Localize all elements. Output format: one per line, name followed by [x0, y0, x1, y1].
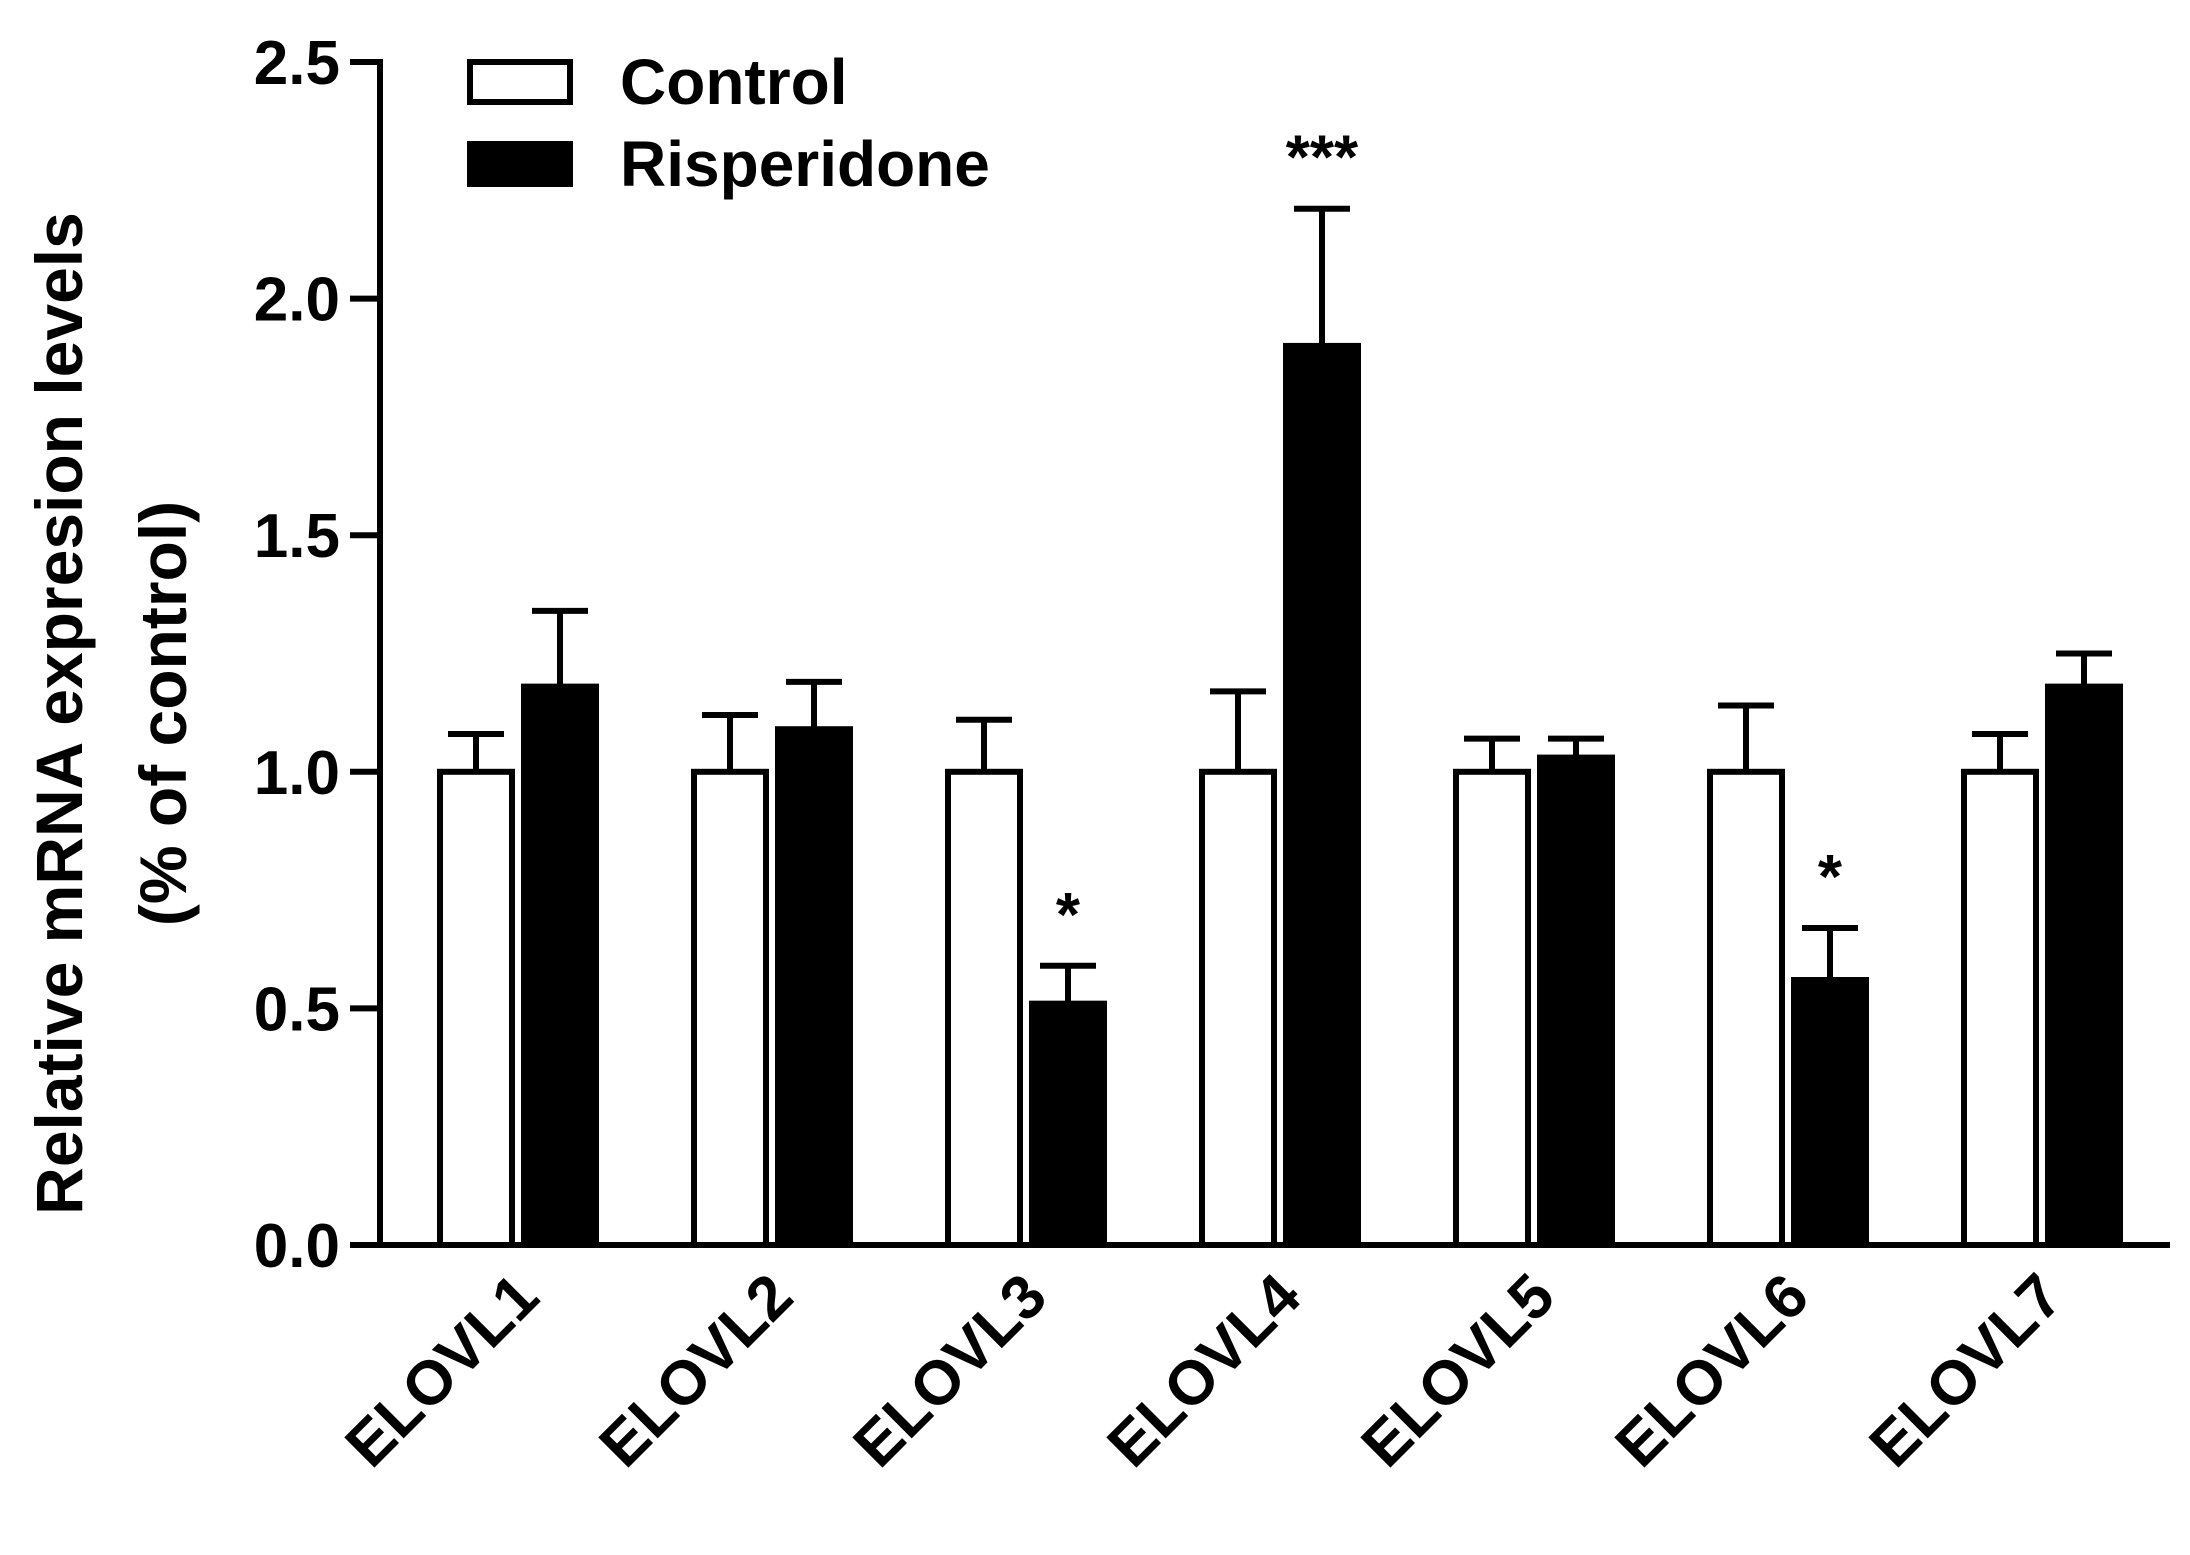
y-tick-label: 1.0 [254, 739, 340, 808]
y-axis-label-line: (% of control) [126, 501, 200, 926]
bar-control-elovl2 [691, 768, 769, 1248]
significance-marker: * [1818, 843, 1843, 912]
legend-label-risperidone: Risperidone [620, 128, 990, 200]
bar-control-elovl7 [1961, 768, 2039, 1248]
y-tick-label: 0.0 [254, 1212, 340, 1281]
bar-control-elovl4 [1199, 768, 1277, 1248]
bar-risperidone-elovl1 [521, 683, 599, 1248]
y-axis-label-line: Relative mRNA expresion levels [22, 212, 96, 1215]
x-category-label: ELOVL4 [1095, 1261, 1315, 1481]
bars: ***** [437, 124, 2123, 1249]
bar-risperidone-elovl5 [1537, 754, 1615, 1248]
x-category-label: ELOVL2 [587, 1261, 806, 1480]
x-category-label: ELOVL3 [841, 1261, 1060, 1480]
legend-label-control: Control [620, 46, 848, 118]
bar-control-elovl3 [945, 768, 1023, 1248]
y-tick-label: 2.5 [254, 29, 340, 98]
x-category-label: ELOVL6 [1603, 1261, 1822, 1480]
bar-risperidone-elovl7 [2045, 683, 2123, 1248]
bar-risperidone-elovl6 [1791, 977, 1869, 1248]
x-category-label: ELOVL7 [1857, 1261, 2076, 1480]
bar-risperidone-elovl2 [775, 726, 853, 1248]
bar-risperidone-elovl4 [1283, 342, 1361, 1249]
legend: Control Risperidone [467, 46, 990, 200]
bar-risperidone-elovl3 [1029, 1000, 1107, 1249]
x-category-label: ELOVL1 [333, 1261, 552, 1480]
bar-control-elovl5 [1453, 768, 1531, 1248]
x-category-label: ELOVL5 [1349, 1261, 1568, 1480]
y-axis-label: Relative mRNA expresion levels (% of cont… [22, 212, 200, 1215]
y-tick-label: 2.0 [254, 266, 340, 335]
significance-marker: * [1056, 881, 1081, 950]
bar-control-elovl1 [437, 768, 515, 1248]
legend-swatch-risperidone [467, 141, 573, 187]
bar-control-elovl6 [1707, 768, 1785, 1248]
significance-marker: *** [1286, 124, 1359, 193]
y-tick-label: 0.5 [254, 975, 340, 1044]
legend-swatch-control [467, 59, 573, 105]
y-tick-label: 1.5 [254, 502, 340, 571]
